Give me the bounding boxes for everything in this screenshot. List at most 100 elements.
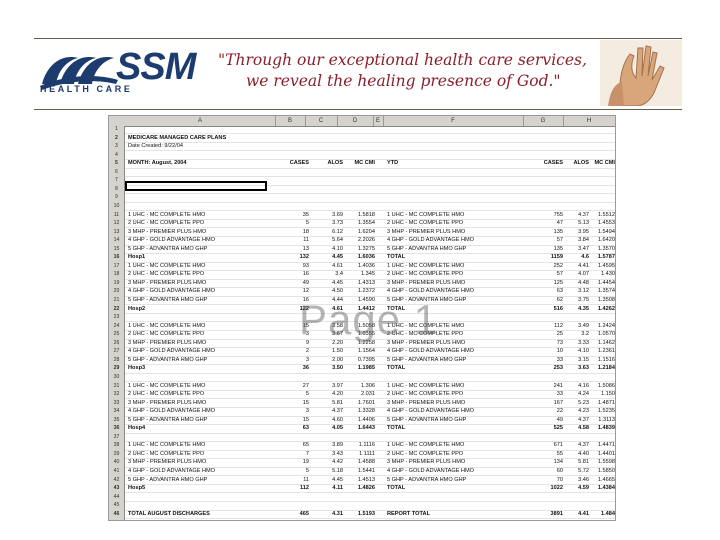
cell: Date Created: 9/22/04 — [128, 143, 184, 150]
cell: 5.64 — [332, 237, 343, 244]
cell: 5.81 — [578, 459, 589, 466]
cell: 63 — [302, 425, 309, 432]
cell: 57 — [556, 271, 563, 278]
row-number: 16 — [113, 254, 120, 261]
row-number: 18 — [113, 271, 120, 278]
cell: 1.4406 — [357, 416, 375, 423]
cell: 134 — [553, 459, 563, 466]
cell: Hosp5 — [128, 485, 146, 492]
cell: 755 — [553, 211, 563, 218]
cell: 3.43 — [332, 450, 343, 457]
cell: 73 — [556, 339, 563, 346]
cell: 4 GHP - GOLD ADVANTAGE HMO — [387, 348, 475, 355]
row-header-bar — [109, 126, 125, 520]
cell: 4.31 — [332, 510, 343, 517]
cell: 4.20 — [332, 391, 343, 398]
cell: 65 — [302, 442, 309, 449]
cell: 2 UHC - MC COMPLETE PPO — [387, 391, 464, 398]
cell: 1 UHC - MC COMPLETE HMO — [128, 211, 206, 218]
cell: 1.6036 — [357, 254, 375, 261]
row-number: 11 — [113, 211, 120, 218]
cell: 16 — [302, 271, 309, 278]
table-row: 34 4 GHP - GOLD ADVANTAGE HMO 3 4.37 1.3328 4… — [114, 408, 615, 417]
table-row: 15 5 GHP - ADVANTRA HMO GHP 13 4.10 1.3275 5 … — [114, 245, 615, 255]
cell: 4.45 — [332, 279, 343, 286]
table-row: 27 4 GHP - GOLD ADVANTAGE HMO 2 1.50 1.1564 4… — [114, 348, 615, 357]
cell: 167 — [553, 399, 563, 406]
cell: 11 — [303, 476, 309, 483]
cell: 4.23 — [578, 408, 589, 415]
cell: 1.5494 — [597, 228, 615, 235]
cell: 16 — [302, 297, 309, 303]
cell: 3 MHP - PREMIER PLUS HMO — [128, 279, 207, 286]
table-row: 28 5 GHP - ADVANTRA HMO GHP 3 2.00 0.7395 5 G… — [114, 357, 615, 366]
cell: 2 UHC - MC COMPLETE PPO — [387, 450, 464, 457]
cell: 1.3328 — [357, 408, 375, 415]
cell: 1 UHC - MC COMPLETE HMO — [128, 382, 206, 389]
cell: 3.47 — [578, 245, 589, 252]
table-row: 14 4 GHP - GOLD ADVANTAGE HMO 11 5.64 2.2026… — [114, 237, 615, 246]
table-row: 21 5 GHP - ADVANTRA HMO GHP 16 4.44 1.4590 5 … — [114, 297, 615, 306]
row-number: 9 — [115, 194, 118, 201]
cell: 3.58 — [332, 322, 343, 329]
cell: 3.63 — [578, 365, 589, 372]
cell: 1.2372 — [357, 288, 375, 295]
cell: 4 GHP - GOLD ADVANTAGE HMO — [387, 408, 475, 415]
row-number: 4 — [115, 151, 118, 158]
cell: 1.1985 — [357, 365, 375, 372]
cell: 4.45 — [332, 476, 343, 483]
cell: 1 UHC - MC COMPLETE HMO — [387, 262, 465, 269]
cell: 12 — [302, 288, 309, 295]
cell: 3.67 — [332, 331, 343, 338]
cell: 4.10 — [332, 245, 343, 252]
cell: 1022 — [550, 485, 563, 492]
ssm-logo-swoosh-icon — [40, 57, 118, 90]
cell: 2 UHC - MC COMPLETE PPO — [387, 271, 464, 278]
cell: 4 GHP - GOLD ADVANTAGE HMO — [387, 288, 475, 295]
row-number: 8 — [115, 185, 118, 192]
cell: 4.59 — [578, 485, 589, 492]
table-row: 12 2 UHC - MC COMPLETE PPO 5 3.73 1.3554 2 UH… — [114, 220, 615, 229]
cell: 15 — [302, 322, 309, 329]
cell: 3.50 — [332, 365, 343, 372]
row-number: 36 — [113, 425, 120, 432]
cell: 4 GHP - GOLD ADVANTAGE HMO — [387, 237, 475, 244]
row-number: 24 — [113, 322, 120, 329]
table-row: 45 — [114, 502, 615, 511]
cell: 5 GHP - ADVANTRA HMO GHP — [128, 416, 208, 423]
table-row: 43 Hosp5 112 4.11 1.4826 TOTAL 1022 4.59 1.4384 — [114, 485, 615, 494]
row-number: 13 — [113, 228, 120, 235]
cell: 3 MHP - PREMIER PLUS HMO — [387, 339, 466, 346]
row-number: 29 — [113, 365, 120, 372]
cell: REPORT TOTAL — [387, 510, 430, 517]
cell: 1159 — [550, 254, 563, 261]
spreadsheet-image: A B C D E F G H 1 2 MEDICARE MANAGED CARE … — [108, 115, 616, 521]
cell: 1.2361 — [597, 348, 615, 355]
cell: 4 GHP - GOLD ADVANTAGE HMO — [387, 468, 475, 474]
cell: 1.4826 — [357, 485, 375, 492]
cell: TOTAL — [387, 365, 406, 372]
table-row: 13 3 MHP - PREMIER PLUS HMO 18 6.12 1.6204 3 … — [114, 228, 615, 237]
cell: 3.97 — [332, 382, 343, 389]
table-row: 41 4 GHP - GOLD ADVANTAGE HMO 5 5.18 1.5441 4… — [114, 468, 615, 477]
row-number: 17 — [113, 262, 120, 269]
cell: 3 MHP - PREMIER PLUS HMO — [128, 339, 207, 346]
cell: 1.5850 — [597, 468, 615, 474]
cell: 4.41 — [578, 510, 589, 517]
cell: 1.4513 — [357, 476, 375, 483]
cell: 1.5193 — [357, 510, 375, 517]
row-number: 14 — [113, 237, 120, 244]
cell: 55 — [556, 450, 563, 457]
cell: 4.35 — [578, 305, 589, 312]
cell: 1.5818 — [357, 211, 375, 218]
row-number: 42 — [113, 476, 120, 483]
cell: 5 GHP - ADVANTRA HMO GHP — [387, 476, 467, 483]
cell: 3 — [305, 331, 309, 338]
cell: 1.4871 — [597, 399, 615, 406]
cell: 5.72 — [578, 468, 589, 474]
cell: 4.61 — [332, 305, 343, 312]
cell: 70 — [556, 476, 563, 483]
table-row: 22 Hosp2 122 4.61 1.4412 TOTAL 516 4.35 1.4262 — [114, 305, 615, 314]
cell: 4.11 — [332, 485, 343, 492]
cell: 1.4595 — [597, 262, 615, 269]
